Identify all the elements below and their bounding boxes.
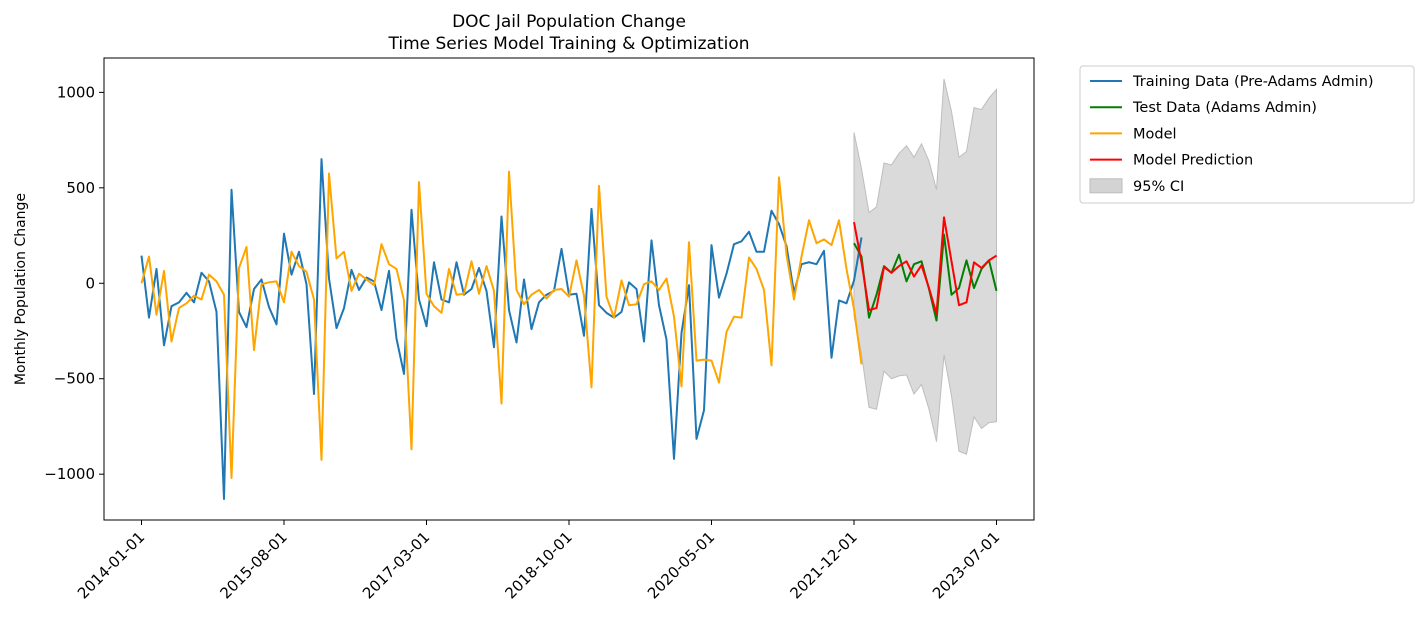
chart-title: DOC Jail Population Change	[452, 12, 686, 32]
legend-confidence-interval-label: 95% CI	[1133, 179, 1184, 195]
y-tick-label: −500	[54, 370, 95, 388]
legend-model-prediction-label: Model Prediction	[1133, 153, 1253, 169]
model-line	[140, 170, 863, 479]
y-tick-label: 1000	[57, 83, 95, 101]
model-prediction-line	[853, 216, 998, 315]
legend-confidence-interval-swatch	[1089, 178, 1123, 194]
x-tick-label: 2021-12-01	[786, 528, 860, 602]
plot-layer	[140, 78, 998, 500]
legend-test-data-label: Test Data (Adams Admin)	[1132, 100, 1317, 116]
x-tick-label: 2023-07-01	[929, 528, 1003, 602]
y-tick-label: 0	[85, 274, 95, 292]
chart-subtitle: Time Series Model Training & Optimizatio…	[387, 34, 749, 54]
training-data-line	[140, 158, 863, 500]
y-tick-label: 500	[66, 179, 95, 197]
x-tick-label: 2018-10-01	[501, 528, 575, 602]
x-tick-label: 2015-08-01	[216, 528, 290, 602]
y-axis-label: Monthly Population Change	[13, 193, 29, 385]
x-tick-label: 2014-01-01	[74, 528, 148, 602]
legend: Training Data (Pre-Adams Admin) Test Data…	[1079, 65, 1415, 204]
x-tick-label: 2017-03-01	[359, 528, 433, 602]
legend-model-label: Model	[1133, 126, 1177, 142]
legend-training-data-label: Training Data (Pre-Adams Admin)	[1132, 74, 1374, 90]
confidence-band	[853, 78, 997, 455]
legend-frame	[1079, 65, 1415, 204]
x-tick-label: 2020-05-01	[644, 528, 718, 602]
y-tick-label: −1000	[44, 465, 95, 483]
